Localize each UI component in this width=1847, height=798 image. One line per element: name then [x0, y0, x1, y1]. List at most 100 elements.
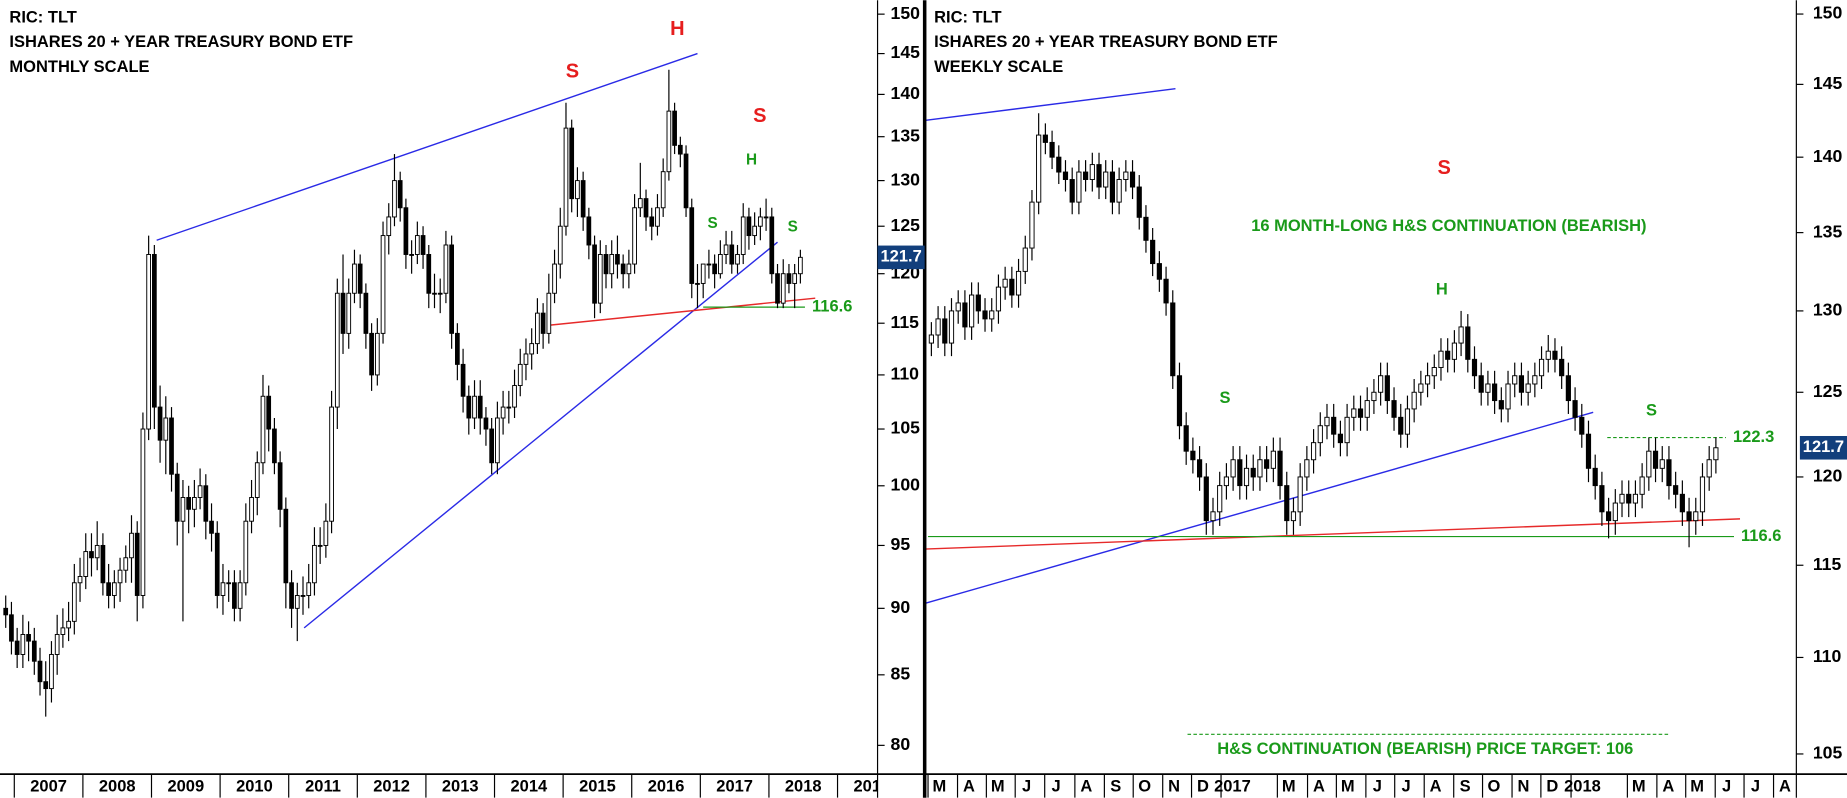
- level-label: 116.6: [812, 297, 852, 315]
- x-tick-label: M: [991, 777, 1005, 795]
- pattern-label: H&S CONTINUATION (BEARISH) PRICE TARGET:…: [1217, 740, 1633, 758]
- x-tick-label: A: [1779, 777, 1791, 795]
- candle-body: [758, 216, 763, 227]
- candle-body: [300, 595, 306, 597]
- candle-body: [1538, 358, 1545, 377]
- x-tick-label: 2008: [99, 777, 136, 795]
- candle-body: [586, 216, 592, 246]
- candle-body: [1646, 450, 1652, 478]
- x-tick-label: N: [1517, 777, 1529, 795]
- candle-body: [140, 428, 146, 596]
- x-tick-label: M: [933, 777, 947, 795]
- x-tick-label: 2018: [1564, 777, 1601, 795]
- candle-body: [312, 544, 317, 584]
- candle-body: [414, 235, 420, 255]
- candle-body: [780, 273, 786, 304]
- candle-body: [1163, 278, 1169, 304]
- candle-body: [1632, 493, 1639, 504]
- y-tick-label: 130: [891, 169, 921, 189]
- candle-body: [1190, 450, 1196, 461]
- candle-body: [1290, 511, 1297, 522]
- candle-body: [1619, 493, 1625, 504]
- candle-body: [660, 171, 666, 209]
- y-tick-label: 110: [891, 364, 920, 384]
- candle-body: [1572, 400, 1578, 418]
- candle-body: [655, 207, 660, 227]
- x-tick-label: M: [1632, 777, 1646, 795]
- candle-body: [203, 485, 209, 522]
- x-tick-label: D: [1197, 777, 1209, 795]
- candle-body: [409, 254, 414, 256]
- candle-body: [706, 263, 712, 266]
- chart-title: RIC: TLT: [934, 8, 1001, 26]
- candle-body: [1565, 375, 1571, 402]
- candle-body: [477, 395, 483, 419]
- candle-body: [995, 286, 1002, 312]
- candle-body: [517, 363, 523, 387]
- candle-body: [1109, 171, 1116, 203]
- candle-body: [1143, 216, 1149, 241]
- chart-title: WEEKLY SCALE: [934, 58, 1063, 76]
- candle-body: [237, 582, 243, 609]
- x-tick-label: 2009: [167, 777, 204, 795]
- chart-title: RIC: TLT: [9, 8, 76, 26]
- candle-body: [352, 263, 357, 294]
- candle-body: [323, 520, 329, 546]
- chart-title: ISHARES 20 + YEAR TREASURY BOND ETF: [9, 33, 353, 51]
- candle-body: [283, 508, 289, 584]
- candle-body: [20, 634, 26, 655]
- x-tick-label: 2007: [30, 777, 67, 795]
- candle-body: [174, 473, 180, 522]
- candle-body: [483, 417, 489, 430]
- candle-body: [1317, 425, 1323, 444]
- candle-body: [37, 660, 43, 683]
- y-tick-label: 150: [891, 3, 921, 23]
- candle-body: [529, 343, 535, 355]
- candle-body: [209, 520, 214, 534]
- candle-body: [1706, 459, 1712, 478]
- candle-body: [942, 318, 948, 344]
- x-tick-label: 2017: [716, 777, 753, 795]
- candle-body: [1337, 433, 1343, 444]
- candle-body: [1056, 156, 1062, 173]
- candle-body: [1626, 493, 1632, 504]
- y-tick-label: 145: [891, 42, 921, 62]
- y-tick-label: 150: [1813, 3, 1843, 23]
- candle-body: [243, 520, 249, 584]
- candle-body: [26, 634, 31, 642]
- candle-body: [380, 235, 386, 334]
- candle-body: [695, 282, 700, 285]
- candle-body: [1585, 433, 1592, 469]
- candle-body: [272, 428, 277, 464]
- candle-body: [1029, 201, 1035, 249]
- candle-body: [420, 235, 426, 255]
- candle-body: [700, 263, 706, 284]
- y-tick-label: 90: [891, 597, 911, 617]
- pattern-label: H: [1436, 280, 1448, 298]
- y-tick-label: 100: [891, 474, 921, 494]
- candle-body: [1210, 511, 1216, 522]
- candle-body: [592, 244, 597, 304]
- x-tick-label: J: [1373, 777, 1382, 795]
- candle-body: [1592, 467, 1598, 487]
- candle-body: [1579, 416, 1585, 435]
- candle-body: [397, 180, 403, 209]
- candle-body: [1666, 459, 1672, 487]
- candle-body: [294, 595, 300, 609]
- candle-body: [1713, 447, 1719, 461]
- pattern-label: S: [1646, 402, 1657, 420]
- candle-body: [962, 302, 968, 328]
- candle-body: [54, 634, 60, 655]
- candle-body: [334, 292, 340, 408]
- candle-body: [1485, 383, 1491, 393]
- candle-body: [1404, 408, 1411, 435]
- candle-body: [1679, 493, 1685, 513]
- candle-body: [666, 110, 672, 173]
- candle-body: [232, 582, 237, 609]
- candle-body: [563, 127, 569, 227]
- candle-body: [1505, 383, 1511, 410]
- candle-body: [569, 127, 575, 200]
- candle-body: [111, 582, 117, 596]
- candle-body: [1659, 459, 1665, 469]
